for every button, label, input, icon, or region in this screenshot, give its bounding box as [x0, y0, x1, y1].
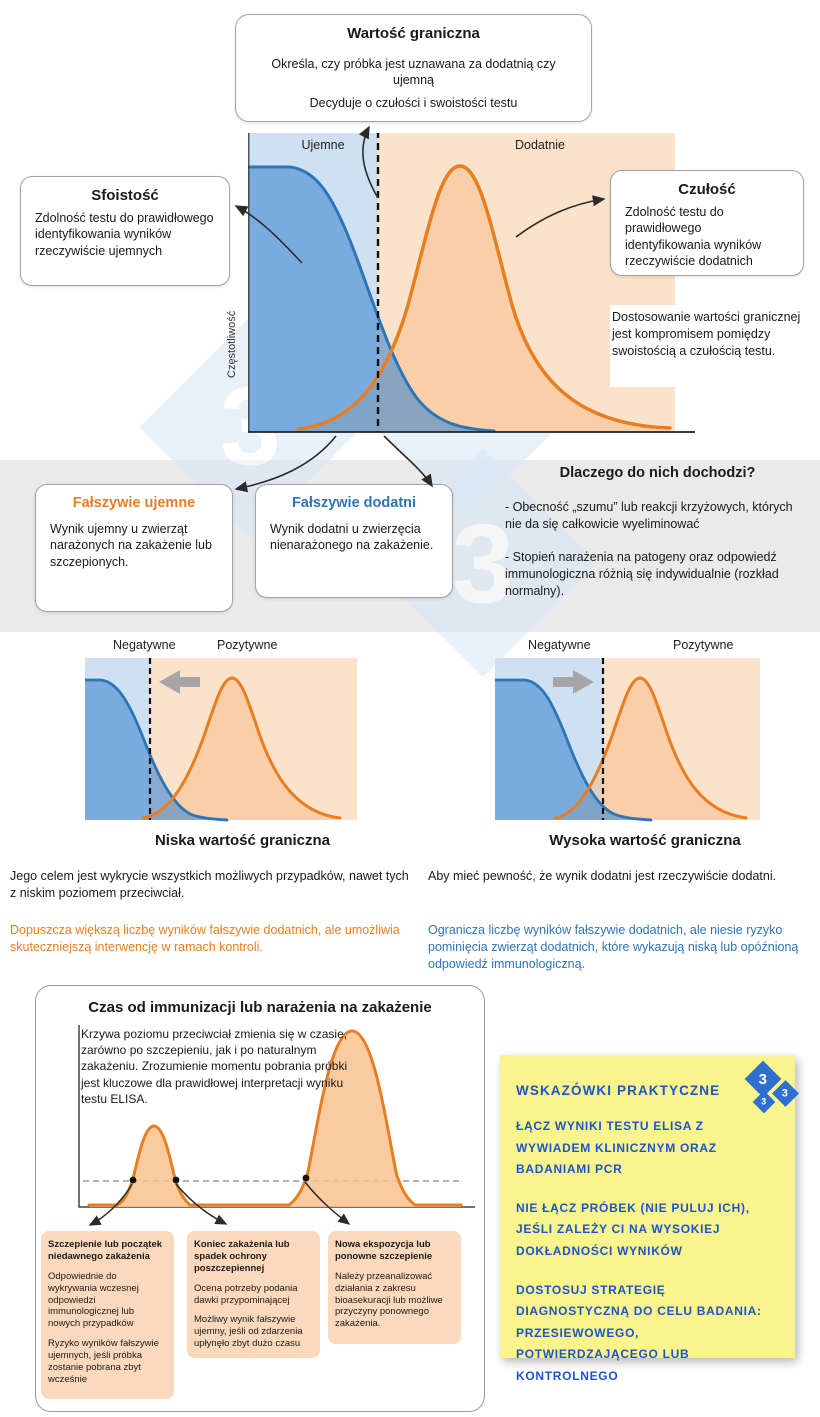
shift-right-arrow [553, 670, 594, 694]
tips-item-3: DOSTOSUJ STRATEGIĘ DIAGNOSTYCZNĄ DO CELU… [516, 1282, 762, 1383]
positive-curve [296, 164, 672, 431]
sampling-point-1 [129, 1176, 137, 1184]
time-box-2-line-3: Możliwy wynik fałszywie ujemny, jeśli od… [194, 1314, 303, 1350]
brand-333-digit: 3 [758, 1070, 768, 1088]
why-point-2: - Stopień narażenia na patogeny oraz odp… [505, 549, 779, 598]
time-box-3: Nowa ekspozycja lub ponowne szczepienie … [328, 1231, 461, 1344]
time-box-2-line-2: Ocena potrzeby podania dawki przypominaj… [194, 1282, 298, 1306]
tips-item-2: NIE ŁĄCZ PRÓBEK (NIE PULUJ ICH), JEŚLI Z… [516, 1200, 750, 1258]
shift-left-arrow [159, 670, 200, 694]
negative-curve [248, 165, 496, 433]
high-cutoff-chart [495, 658, 760, 822]
brand-333-digit: 3 [761, 1096, 767, 1107]
low-negative-label: Negatywne [113, 638, 176, 652]
false-negative-body: Wynik ujemny u zwierząt narażonych na za… [50, 522, 212, 569]
tips-item-1: ŁĄCZ WYNIKI TESTU ELISA Z WYWIADEM KLINI… [516, 1119, 717, 1177]
false-positive-title: Fałszywie dodatni [291, 495, 417, 511]
high-cutoff-title: Wysoka wartość graniczna [549, 832, 741, 849]
tips-title: WSKAZÓWKI PRAKTYCZNE [516, 1083, 721, 1098]
low-cutoff-chart [85, 658, 357, 822]
cutoff-callout: Wartość graniczna Określa, czy próbka je… [235, 14, 592, 122]
time-box-2-line-1: Koniec zakażenia lub spadek ochrony posz… [194, 1239, 290, 1274]
sensitivity-title: Czułość [678, 181, 736, 198]
positive-curve-fill [555, 678, 743, 820]
false-negative-title: Fałszywie ujemne [72, 495, 196, 511]
time-box-2: Koniec zakażenia lub spadek ochrony posz… [187, 1231, 320, 1358]
time-section-box: Czas od immunizacji lub narażenia na zak… [35, 985, 485, 1412]
why-section: Dlaczego do nich dochodzi? - Obecność „s… [505, 465, 810, 599]
antibody-curve-fill [89, 1031, 461, 1207]
time-box-3-line-2: Należy przeanalizować działania z zakres… [335, 1270, 443, 1330]
high-positive-label: Pozytywne [673, 638, 734, 652]
brand-333-digit: 3 [782, 1087, 789, 1100]
cutoff-callout-title: Wartość graniczna [347, 25, 480, 42]
negative-curve-fill [85, 680, 225, 820]
high-cutoff-note: Ogranicza liczbę wyników fałszywie dodat… [428, 923, 799, 971]
specificity-title: Sfoistość [91, 187, 159, 204]
cutoff-callout-line1: Określa, czy próbka jest uznawana za dod… [271, 57, 556, 88]
tips-note: WSKAZÓWKI PRAKTYCZNE ŁĄCZ WYNIKI TESTU E… [500, 1055, 795, 1383]
time-section-title: Czas od immunizacji lub narażenia na zak… [88, 999, 432, 1016]
sampling-point-3 [302, 1174, 310, 1182]
sensitivity-body: Zdolność testu do prawidłowego identyfik… [625, 205, 762, 268]
low-cutoff-body: Jego celem jest wykrycie wszystkich możl… [10, 869, 409, 900]
false-negative-callout: Fałszywie ujemne Wynik ujemny u zwierząt… [35, 484, 233, 612]
sensitivity-callout: Czułość Zdolność testu do prawidłowego i… [610, 170, 804, 276]
time-box-1: Szczepienie lub początek niedawnego zaka… [41, 1231, 174, 1399]
time-box-1-line-2: Odpowiednie do wykrywania wczesnej odpow… [48, 1270, 139, 1330]
high-cutoff-chart-block: Negatywne Pozytywne [495, 638, 795, 824]
tradeoff-note: Dostosowanie wartości granicznej jest ko… [610, 305, 810, 387]
positive-curve [141, 676, 342, 820]
positive-curve [553, 676, 748, 820]
high-cutoff-body: Aby mieć pewność, że wynik dodatni jest … [428, 869, 777, 883]
false-positive-callout: Fałszywie dodatni Wynik dodatni u zwierz… [255, 484, 453, 598]
time-box-1-line-3: Ryzyko wyników fałszywie ujemnych, jeśli… [48, 1338, 159, 1385]
specificity-body: Zdolność testu do prawidłowego identyfik… [35, 211, 214, 258]
main-distribution-chart [248, 133, 695, 433]
negative-curve [85, 678, 229, 822]
low-cutoff-note: Dopuszcza większą liczbę wyników fałszyw… [10, 923, 400, 954]
low-cutoff-title: Niska wartość graniczna [154, 832, 331, 849]
cutoff-callout-line2: Decyduje o czułości i swoistości testu [309, 95, 518, 110]
positive-curve-fill [143, 678, 337, 820]
why-point-1: - Obecność „szumu” lub reakcji krzyżowyc… [505, 500, 793, 531]
why-title: Dlaczego do nich dochodzi? [559, 465, 756, 481]
sampling-point-2 [172, 1176, 180, 1184]
high-negative-label: Negatywne [528, 638, 591, 652]
main-negative-label: Ujemne [301, 138, 345, 152]
time-box-1-line-1: Szczepienie lub początek niedawnego zaka… [48, 1239, 163, 1262]
negative-curve [495, 678, 653, 822]
negative-curve-fill [495, 680, 649, 820]
time-section-intro: Krzywa poziomu przeciwciał zmienia się w… [81, 1027, 348, 1106]
specificity-callout: Sfoistość Zdolność testu do prawidłowego… [20, 176, 230, 286]
false-positive-body: Wynik dodatni u zwierzęcia nienarażonego… [270, 522, 434, 553]
antibody-curve [87, 1029, 463, 1207]
main-positive-label: Dodatnie [514, 138, 566, 152]
low-positive-label: Pozytywne [217, 638, 278, 652]
low-cutoff-chart-block: Negatywne Pozytywne [85, 638, 400, 824]
time-box-3-line-1: Nowa ekspozycja lub ponowne szczepienie [335, 1239, 433, 1262]
